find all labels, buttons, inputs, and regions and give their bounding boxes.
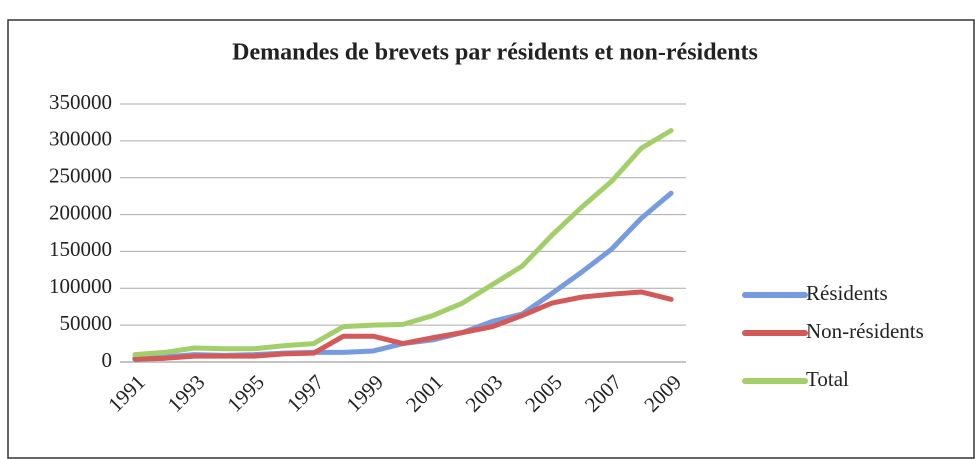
y-tick-label: 250000	[49, 164, 112, 188]
y-tick-label: 150000	[49, 237, 112, 261]
chart-frame	[7, 19, 975, 459]
y-tick-label: 100000	[49, 274, 112, 298]
series-line	[132, 128, 674, 358]
y-tick-label: 200000	[49, 200, 112, 224]
y-tick-label: 300000	[49, 127, 112, 151]
y-tick-label: 50000	[60, 311, 113, 335]
y-tick-label: 0	[102, 348, 113, 372]
y-tick-label: 350000	[49, 90, 112, 114]
legend-label: Résidents	[806, 281, 888, 305]
legend-label: Total	[806, 367, 849, 391]
legend-label: Non-résidents	[806, 319, 924, 343]
chart-title: Demandes de brevets par résidents et non…	[232, 40, 758, 66]
series-line	[132, 289, 674, 362]
